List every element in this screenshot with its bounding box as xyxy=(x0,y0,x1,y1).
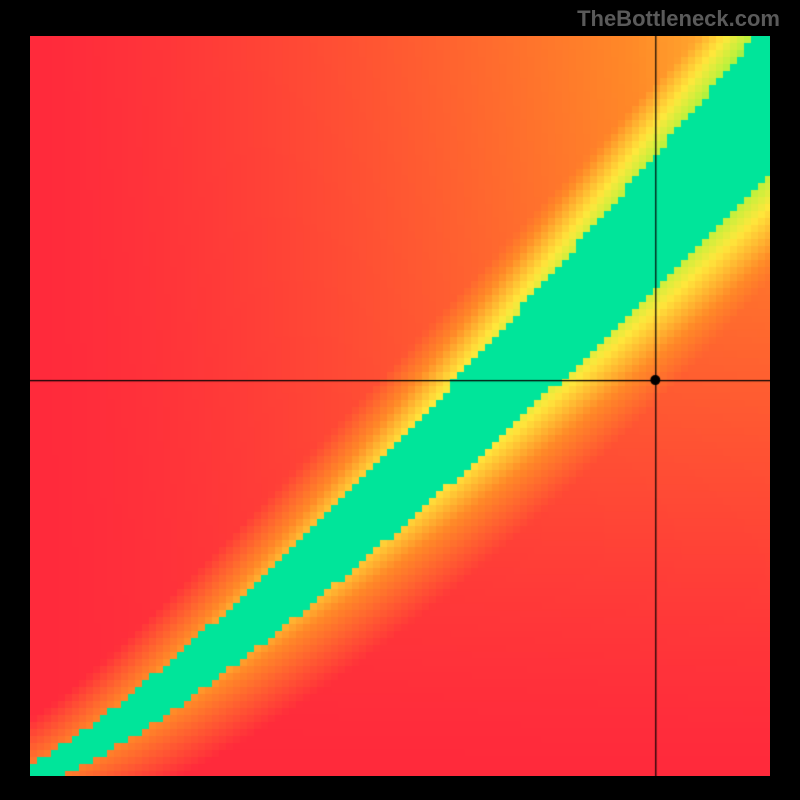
bottleneck-heatmap xyxy=(30,36,770,776)
watermark-text: TheBottleneck.com xyxy=(577,6,780,32)
